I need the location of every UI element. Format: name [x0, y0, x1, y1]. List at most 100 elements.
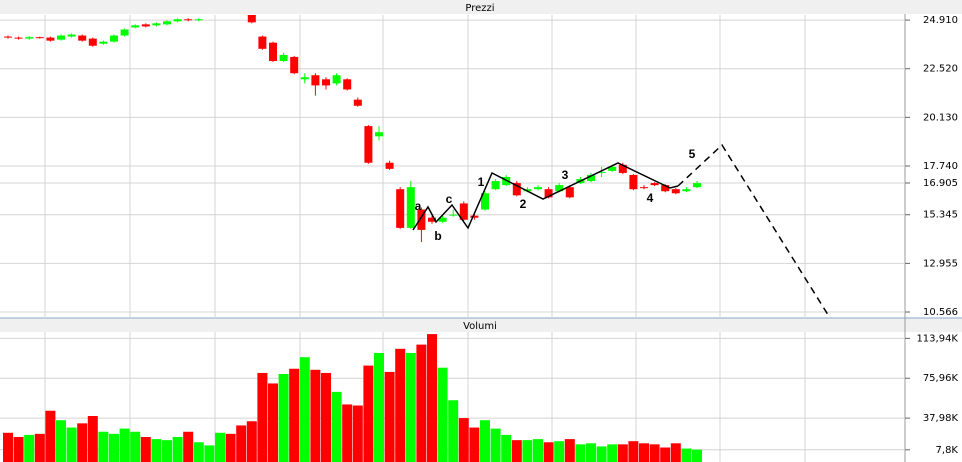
volume-bar: [501, 434, 512, 462]
candle-body: [364, 126, 373, 163]
volume-bar: [3, 432, 13, 462]
candle-body: [120, 29, 129, 36]
candle-body: [78, 35, 87, 41]
volume-bar: [24, 434, 35, 462]
candle-body: [110, 35, 118, 42]
candle-body: [67, 34, 76, 37]
volume-bar: [77, 423, 88, 462]
wave-label: 4: [647, 191, 654, 205]
candle-body: [14, 37, 23, 39]
candle-body: [88, 38, 97, 46]
volume-bar: [596, 446, 607, 462]
volume-bar: [151, 439, 162, 462]
wave-label: 1: [478, 175, 485, 189]
candle-body: [375, 132, 383, 137]
volume-bar: [236, 425, 247, 462]
volume-bar: [257, 372, 268, 462]
candle-body: [247, 15, 256, 23]
candle-body: [661, 185, 670, 192]
y-tick-label: 15.345: [923, 210, 958, 221]
volume-bar: [490, 428, 501, 462]
candle-body: [269, 42, 277, 61]
volume-bar: [395, 348, 406, 462]
candle-body: [343, 79, 352, 90]
candle-body: [640, 187, 648, 189]
candle-body: [4, 36, 12, 38]
candle-body: [311, 75, 320, 86]
y-tick-label: 10.566: [923, 307, 958, 318]
candle-body: [544, 189, 553, 198]
candle-body: [25, 37, 34, 39]
volume-bar: [331, 391, 342, 462]
volume-panel: [0, 334, 905, 462]
candle-body: [406, 187, 415, 228]
volume-bar: [649, 444, 660, 462]
candle-body: [300, 77, 309, 80]
volume-bar: [87, 416, 98, 462]
volume-bar: [533, 439, 543, 462]
volume-bar: [109, 433, 119, 462]
candle-body: [385, 162, 394, 169]
candle-body: [290, 56, 299, 74]
volume-bar: [13, 437, 24, 462]
volume-bar: [543, 442, 554, 462]
wave-label: 2: [520, 197, 527, 211]
panel-title: Prezzi: [465, 3, 494, 14]
candle-body: [534, 187, 542, 190]
y-tick-label: 20.130: [923, 112, 958, 123]
y-tick-label: 17.740: [923, 161, 958, 172]
volume-bar: [98, 431, 109, 462]
volume-bar: [268, 383, 278, 462]
volume-bar: [119, 428, 130, 462]
candle-body: [279, 54, 288, 61]
volume-bar: [480, 420, 490, 462]
candle-body: [597, 171, 606, 173]
candle-body: [428, 217, 436, 222]
volume-bar: [522, 440, 533, 462]
candle-body: [438, 217, 447, 222]
candle-body: [618, 164, 627, 173]
candle-body: [322, 79, 330, 86]
candle-body: [152, 23, 161, 26]
y-tick-label: 22.520: [923, 64, 958, 75]
volume-bar: [140, 437, 151, 462]
candle-body: [470, 215, 479, 218]
volume-bar: [246, 421, 257, 462]
volume-bar: [617, 444, 628, 462]
volume-bar: [363, 365, 374, 462]
wave-line: [412, 162, 679, 231]
volume-bar: [172, 437, 183, 462]
volume-bar: [56, 420, 66, 462]
volume-bar: [193, 442, 204, 462]
candle-body: [99, 41, 108, 44]
volume-bar: [405, 353, 416, 462]
volume-bar: [681, 448, 692, 462]
volume-bar: [564, 439, 575, 462]
price-panel: a b c 1 2 3 4 5: [0, 15, 905, 318]
y-tick-label: 12.955: [923, 258, 958, 269]
candle-body: [396, 189, 405, 228]
volume-bar: [321, 372, 331, 462]
candle-body: [173, 19, 182, 22]
title-bar: [0, 318, 962, 332]
candle-body: [565, 187, 574, 198]
volume-bar: [437, 367, 448, 462]
volume-bar: [660, 447, 671, 462]
volume-bar: [162, 440, 172, 462]
projection-line: [677, 143, 831, 318]
volume-bar: [45, 410, 56, 462]
candle-body: [353, 99, 362, 106]
volume-bar: [607, 444, 618, 462]
volume-bar: [278, 374, 289, 462]
candle-body: [671, 189, 680, 194]
volume-bar: [289, 368, 300, 462]
y-tick-label: 113,94K: [916, 333, 958, 344]
y-tick-label: 37,98K: [923, 413, 959, 424]
volume-bar: [586, 443, 596, 462]
volume-bar: [215, 432, 225, 462]
candle-body: [587, 174, 595, 182]
volume-bar: [130, 431, 141, 462]
candle-body: [35, 37, 44, 39]
candle-body: [650, 183, 659, 186]
wave-label: 5: [689, 147, 696, 161]
